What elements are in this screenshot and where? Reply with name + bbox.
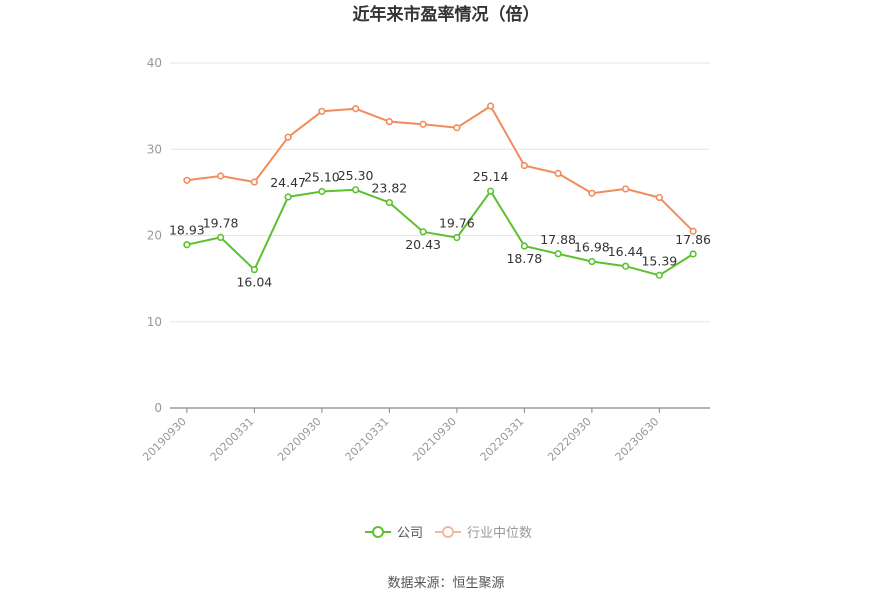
x-tick-label: 20220930 <box>545 415 594 464</box>
data-point[interactable] <box>689 250 697 258</box>
data-point[interactable] <box>622 262 630 270</box>
x-tick-label: 20200930 <box>275 415 324 464</box>
data-label: 17.88 <box>540 232 576 247</box>
data-point[interactable] <box>419 228 427 236</box>
series-line-company <box>186 188 694 277</box>
data-label: 25.30 <box>338 168 374 183</box>
data-label: 19.78 <box>203 215 239 230</box>
y-tick-label: 40 <box>147 56 162 70</box>
data-label: 23.82 <box>371 181 407 196</box>
data-point[interactable] <box>385 198 393 207</box>
data-label: 17.86 <box>675 232 711 247</box>
legend-marker <box>372 526 384 538</box>
data-point[interactable] <box>655 271 663 279</box>
data-label: 24.47 <box>270 175 306 190</box>
x-tick-label: 20210930 <box>410 415 459 464</box>
y-tick-label: 0 <box>154 401 162 415</box>
series-line-industry-median <box>186 105 694 232</box>
data-point[interactable] <box>487 102 495 110</box>
y-tick-label: 30 <box>147 142 162 156</box>
legend-label: 行业中位数 <box>467 526 532 541</box>
data-point[interactable] <box>588 257 596 266</box>
data-label: 25.10 <box>304 170 340 185</box>
data-point[interactable] <box>554 169 562 177</box>
data-point[interactable] <box>554 250 562 258</box>
x-tick-label: 20230630 <box>613 415 662 464</box>
data-point[interactable] <box>453 124 461 132</box>
data-point[interactable] <box>655 193 663 202</box>
data-label: 16.04 <box>236 275 272 290</box>
y-axis: 0 10 20 30 40 <box>147 56 162 415</box>
data-point[interactable] <box>318 107 326 115</box>
data-label: 20.43 <box>405 237 441 252</box>
x-tick-label: 20200331 <box>208 415 257 464</box>
data-label: 19.76 <box>439 216 475 231</box>
data-point[interactable] <box>385 118 393 126</box>
data-label: 16.98 <box>574 240 610 255</box>
data-point[interactable] <box>487 187 495 195</box>
data-point[interactable] <box>689 227 697 235</box>
data-point[interactable] <box>318 187 326 196</box>
y-tick-label: 20 <box>147 229 162 243</box>
legend-item-industry-median[interactable]: 行业中位数 <box>435 526 532 541</box>
data-point[interactable] <box>217 172 225 180</box>
data-label: 18.93 <box>169 223 205 238</box>
data-point[interactable] <box>352 105 360 113</box>
data-label: 18.78 <box>506 251 542 266</box>
chart-title: 近年来市盈率情况（倍） <box>353 4 540 25</box>
data-point[interactable] <box>520 242 528 250</box>
data-point[interactable] <box>217 233 225 241</box>
data-point[interactable] <box>250 266 258 274</box>
y-tick-label: 10 <box>147 315 162 329</box>
data-point[interactable] <box>183 241 191 249</box>
x-axis: 20190930 20200331 20200930 20210331 20210930… <box>140 407 710 464</box>
x-tick-label: 20220331 <box>478 415 527 464</box>
data-point[interactable] <box>622 185 630 193</box>
legend-label: 公司 <box>397 526 423 541</box>
x-tick-label: 20190930 <box>140 415 189 464</box>
data-label: 15.39 <box>641 253 677 268</box>
legend-marker <box>442 526 454 538</box>
series-layer <box>183 102 697 279</box>
grid <box>170 62 710 323</box>
data-point[interactable] <box>453 233 461 242</box>
legend[interactable]: 公司 行业中位数 <box>365 526 532 541</box>
data-point[interactable] <box>419 120 427 128</box>
x-tick-label: 20210331 <box>343 415 392 464</box>
data-point[interactable] <box>588 189 596 197</box>
data-point[interactable] <box>250 178 258 186</box>
data-point[interactable] <box>284 133 292 141</box>
data-point[interactable] <box>520 162 528 170</box>
data-label: 25.14 <box>473 169 509 184</box>
data-point[interactable] <box>352 186 360 194</box>
legend-item-company[interactable]: 公司 <box>365 526 423 541</box>
source-note: 数据来源：恒生聚源 <box>387 576 504 591</box>
data-point[interactable] <box>284 193 292 201</box>
data-point[interactable] <box>183 176 191 184</box>
data-label: 16.44 <box>608 244 644 259</box>
